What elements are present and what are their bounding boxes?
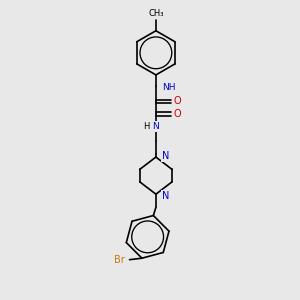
Text: N: N (162, 190, 169, 201)
Text: CH₃: CH₃ (148, 10, 164, 19)
Text: O: O (174, 96, 182, 106)
Text: Br: Br (114, 255, 125, 265)
Text: NH: NH (162, 83, 176, 92)
Text: N: N (152, 122, 159, 130)
Text: H: H (143, 122, 149, 130)
Text: O: O (174, 109, 182, 119)
Text: N: N (162, 151, 169, 160)
